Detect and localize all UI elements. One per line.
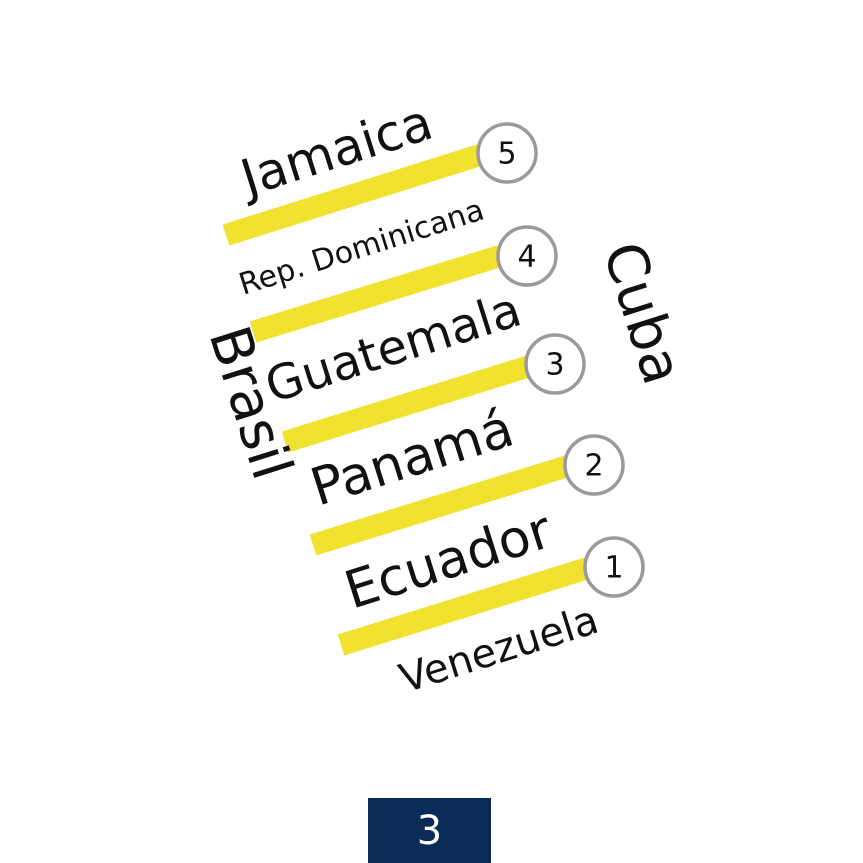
page-number-box: 3	[368, 798, 491, 863]
rank-badge-2-number: 2	[584, 449, 603, 484]
label-guatemala: Guatemala	[259, 282, 528, 415]
bar-3	[281, 355, 534, 453]
bar-4	[249, 245, 504, 343]
rank-badge-4: 4	[496, 225, 558, 287]
rank-badge-1: 1	[583, 536, 645, 598]
rank-badge-1-number: 1	[604, 551, 623, 586]
label-cuba: Cuba	[590, 235, 695, 392]
rank-badge-3: 3	[524, 333, 586, 395]
bar-1	[337, 557, 592, 656]
rank-badges: 5 4 3 2 1	[476, 122, 645, 598]
page-number: 3	[416, 807, 443, 854]
rank-badge-2: 2	[563, 434, 625, 496]
rank-badge-5: 5	[476, 122, 538, 184]
rank-badge-3-number: 3	[545, 348, 564, 383]
bar-2	[309, 455, 572, 556]
bars	[222, 144, 592, 656]
rank-badge-4-number: 4	[517, 240, 536, 275]
bar-5	[222, 144, 484, 246]
rank-badge-5-number: 5	[497, 137, 516, 172]
